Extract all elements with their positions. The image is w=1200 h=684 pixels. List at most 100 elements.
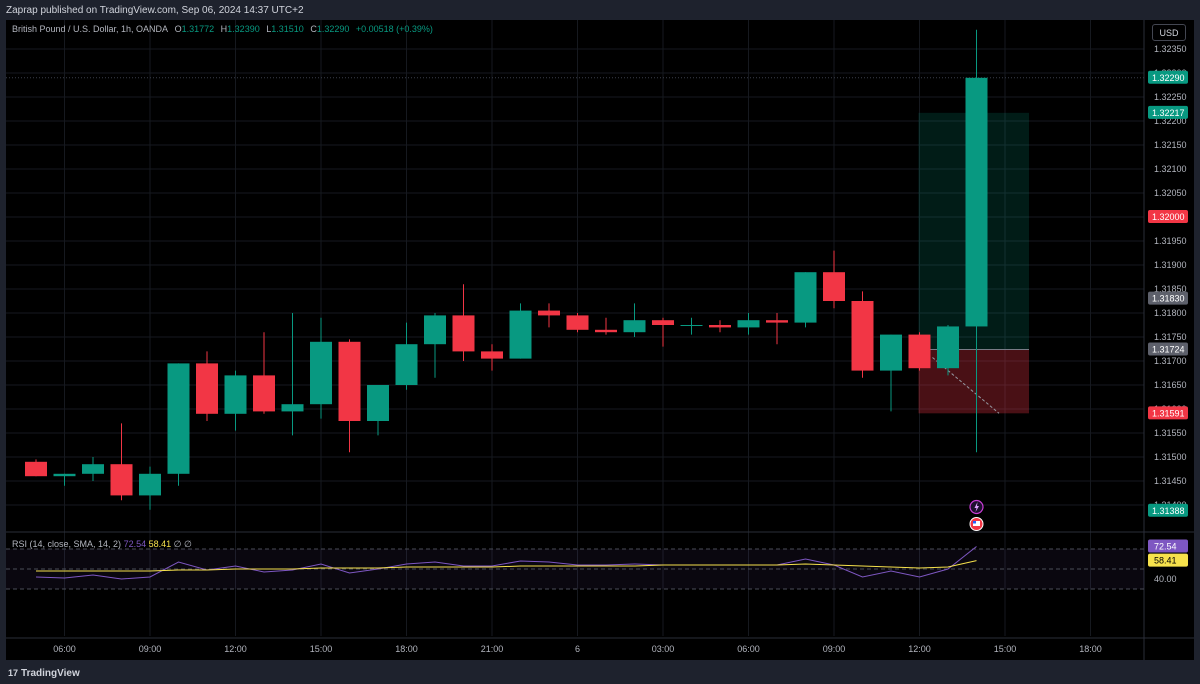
price-tick-label: 1.32050 bbox=[1154, 188, 1187, 198]
time-tick-label: 21:00 bbox=[481, 644, 504, 654]
candle-body bbox=[253, 375, 275, 412]
rsi-line bbox=[35, 546, 977, 580]
candle-body bbox=[395, 344, 418, 385]
candle-body bbox=[224, 375, 247, 414]
candle-body bbox=[139, 473, 161, 496]
open-label: O bbox=[174, 24, 182, 34]
price-label-badge bbox=[1148, 70, 1188, 84]
position-path-line bbox=[932, 357, 1000, 414]
price-tick-label: 1.32150 bbox=[1154, 140, 1187, 150]
tradingview-logo-text: TradingView bbox=[21, 668, 80, 679]
candle-body bbox=[509, 310, 532, 359]
candle-body bbox=[538, 310, 560, 316]
price-tick-label: 1.32250 bbox=[1154, 92, 1187, 102]
rsi-last-badge bbox=[1148, 553, 1188, 567]
price-label-text: 1.31591 bbox=[1152, 408, 1185, 418]
price-tick-label: 1.31700 bbox=[1154, 356, 1187, 366]
rsi-last-badge bbox=[1148, 539, 1188, 553]
candle-body bbox=[766, 320, 788, 323]
rsi-tick-label: 40.00 bbox=[1154, 574, 1177, 584]
time-tick-label: 06:00 bbox=[737, 644, 760, 654]
price-label-text: 1.31830 bbox=[1152, 294, 1185, 304]
price-label-badge bbox=[1148, 105, 1188, 119]
price-tick-label: 1.32200 bbox=[1154, 116, 1187, 126]
price-tick-label: 1.31500 bbox=[1154, 452, 1187, 462]
time-tick-label: 18:00 bbox=[1079, 644, 1102, 654]
symbol-legend: British Pound / U.S. Dollar, 1h, OANDA O… bbox=[12, 24, 433, 34]
candle-body bbox=[851, 301, 874, 371]
candle-body bbox=[823, 272, 845, 301]
candle-body bbox=[937, 326, 959, 369]
close-value: 1.32290 bbox=[316, 24, 350, 34]
price-label-text: 1.32290 bbox=[1152, 73, 1185, 83]
candle-body bbox=[82, 464, 104, 474]
time-axis: 06:00 09:00 12:00 15:00 18:00 21:00 6 03:00 06:0… bbox=[53, 644, 1102, 654]
price-tick-label: 1.31950 bbox=[1154, 236, 1187, 246]
time-tick-label: 03:00 bbox=[652, 644, 675, 654]
currency-button[interactable]: USD bbox=[1152, 24, 1186, 41]
symbol-name: British Pound / U.S. Dollar, 1h, OANDA bbox=[12, 24, 169, 34]
close-label: C bbox=[310, 24, 317, 34]
candle-body bbox=[481, 351, 503, 359]
candle-body bbox=[880, 334, 902, 371]
price-label-text: 1.32000 bbox=[1152, 212, 1185, 222]
candle-body bbox=[310, 341, 332, 405]
candle-body bbox=[652, 320, 674, 325]
price-label-text: 1.31724 bbox=[1152, 344, 1185, 354]
price-tick-label: 1.31800 bbox=[1154, 308, 1187, 318]
price-label-badge bbox=[1148, 210, 1188, 223]
price-tick-label: 1.31650 bbox=[1154, 380, 1187, 390]
candle-body bbox=[794, 272, 817, 323]
open-value: 1.31772 bbox=[181, 24, 215, 34]
candle-body bbox=[110, 464, 133, 496]
price-tick-label: 1.31550 bbox=[1154, 428, 1187, 438]
price-label-badge bbox=[1148, 406, 1188, 420]
rsi-extra-2: ∅ bbox=[184, 539, 192, 549]
price-tick-label: 1.31750 bbox=[1154, 332, 1187, 342]
time-tick-label: 15:00 bbox=[994, 644, 1017, 654]
rsi-legend: RSI (14, close, SMA, 14, 2) 72.54 58.41 … bbox=[12, 539, 192, 550]
candle-body bbox=[595, 329, 617, 333]
price-tick-label: 1.32100 bbox=[1154, 164, 1187, 174]
rsi-title: RSI (14, close, SMA, 14, 2) bbox=[12, 539, 122, 549]
price-tick-label: 1.31900 bbox=[1154, 260, 1187, 270]
time-tick-label: 09:00 bbox=[139, 644, 162, 654]
flag-canton-icon bbox=[973, 521, 976, 524]
publisher-caption: Zaprap published on TradingView.com, Sep… bbox=[6, 5, 304, 16]
change-value: +0.00518 (+0.39%) bbox=[355, 24, 433, 34]
high-label: H bbox=[220, 24, 228, 34]
price-label-text: 1.32217 bbox=[1152, 108, 1185, 118]
candle-body bbox=[965, 77, 988, 327]
rsi-ma-line bbox=[36, 560, 977, 572]
time-tick-label: 15:00 bbox=[310, 644, 333, 654]
candle-body bbox=[338, 341, 361, 421]
low-label: L bbox=[266, 24, 272, 34]
rsi-extra-1: ∅ bbox=[173, 539, 182, 549]
time-tick-label: 12:00 bbox=[908, 644, 931, 654]
rsi-value: 72.54 bbox=[123, 539, 147, 549]
price-label-text: 1.31388 bbox=[1152, 506, 1185, 516]
candle-body bbox=[281, 404, 304, 412]
chart-svg[interactable]: 1.323501.323001.322501.322001.321501.321… bbox=[6, 20, 1194, 660]
candle-body bbox=[566, 315, 589, 330]
candle-body bbox=[424, 315, 446, 345]
price-tick-label: 1.31450 bbox=[1154, 476, 1187, 486]
candle-body bbox=[167, 363, 190, 474]
flag-glyph-icon bbox=[973, 521, 980, 526]
candle-body bbox=[709, 325, 731, 328]
tradingview-logo[interactable]: 17 TradingView bbox=[8, 668, 80, 679]
candle-body bbox=[737, 320, 760, 328]
candle-body bbox=[196, 363, 218, 414]
candle-body bbox=[367, 385, 389, 421]
event-markers bbox=[969, 499, 984, 531]
rsi-last-text: 58.41 bbox=[1154, 556, 1177, 566]
chart-panel[interactable]: 1.323501.323001.322501.322001.321501.321… bbox=[6, 20, 1194, 660]
low-value: 1.31510 bbox=[271, 24, 304, 34]
time-tick-label: 06:00 bbox=[53, 644, 76, 654]
price-label-badge bbox=[1148, 342, 1188, 356]
candle-body bbox=[680, 325, 703, 326]
rsi-last-text: 72.54 bbox=[1154, 541, 1177, 551]
footer: 17 TradingView bbox=[0, 662, 1200, 684]
candle-body bbox=[623, 320, 646, 333]
time-tick-label: 6 bbox=[575, 644, 580, 654]
